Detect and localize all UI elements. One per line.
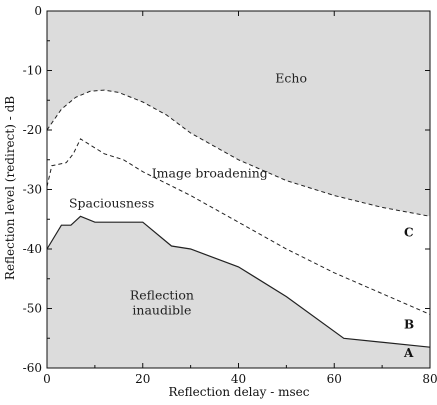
series-b-line [46, 138, 431, 315]
x-tick-label: 0 [43, 372, 51, 386]
series-c-line [46, 89, 431, 217]
y-tick-label: -30 [23, 183, 42, 197]
y-tick-label: -20 [23, 123, 42, 137]
y-axis-label: Reflection level (redirect) - dB [3, 96, 17, 280]
x-tick-label: 40 [231, 372, 246, 386]
x-tick-label: 80 [422, 372, 437, 386]
plot-area: C B A Echo Image broadening Spaciousness Refle… [46, 10, 431, 369]
annotation-3: Reflection [130, 288, 194, 303]
annotation-2: Spaciousness [69, 195, 154, 210]
series-c-label: C [404, 225, 414, 239]
series-b-label: B [404, 317, 414, 331]
y-tick-label: -10 [23, 64, 42, 78]
y-tick-label: -40 [23, 242, 42, 256]
y-tick-label: -60 [23, 361, 42, 375]
x-tick-label: 60 [327, 372, 342, 386]
annotation-1: Image broadening [152, 166, 268, 181]
y-tick-label: 0 [34, 4, 42, 18]
x-axis-label: Reflection delay - msec [169, 385, 310, 399]
annotation-0: Echo [275, 70, 307, 85]
x-tick-label: 20 [135, 372, 150, 386]
annotation-4: inaudible [132, 302, 191, 317]
y-axis: 0 -10 -20 -30 -40 -50 -60 [23, 4, 430, 375]
y-tick-label: -50 [23, 302, 42, 316]
echo-region [47, 11, 430, 217]
series-a-line [46, 215, 431, 348]
series-a-label: A [403, 346, 414, 360]
x-axis: 0 20 40 60 80 [43, 11, 437, 386]
inaudible-region [47, 216, 430, 368]
